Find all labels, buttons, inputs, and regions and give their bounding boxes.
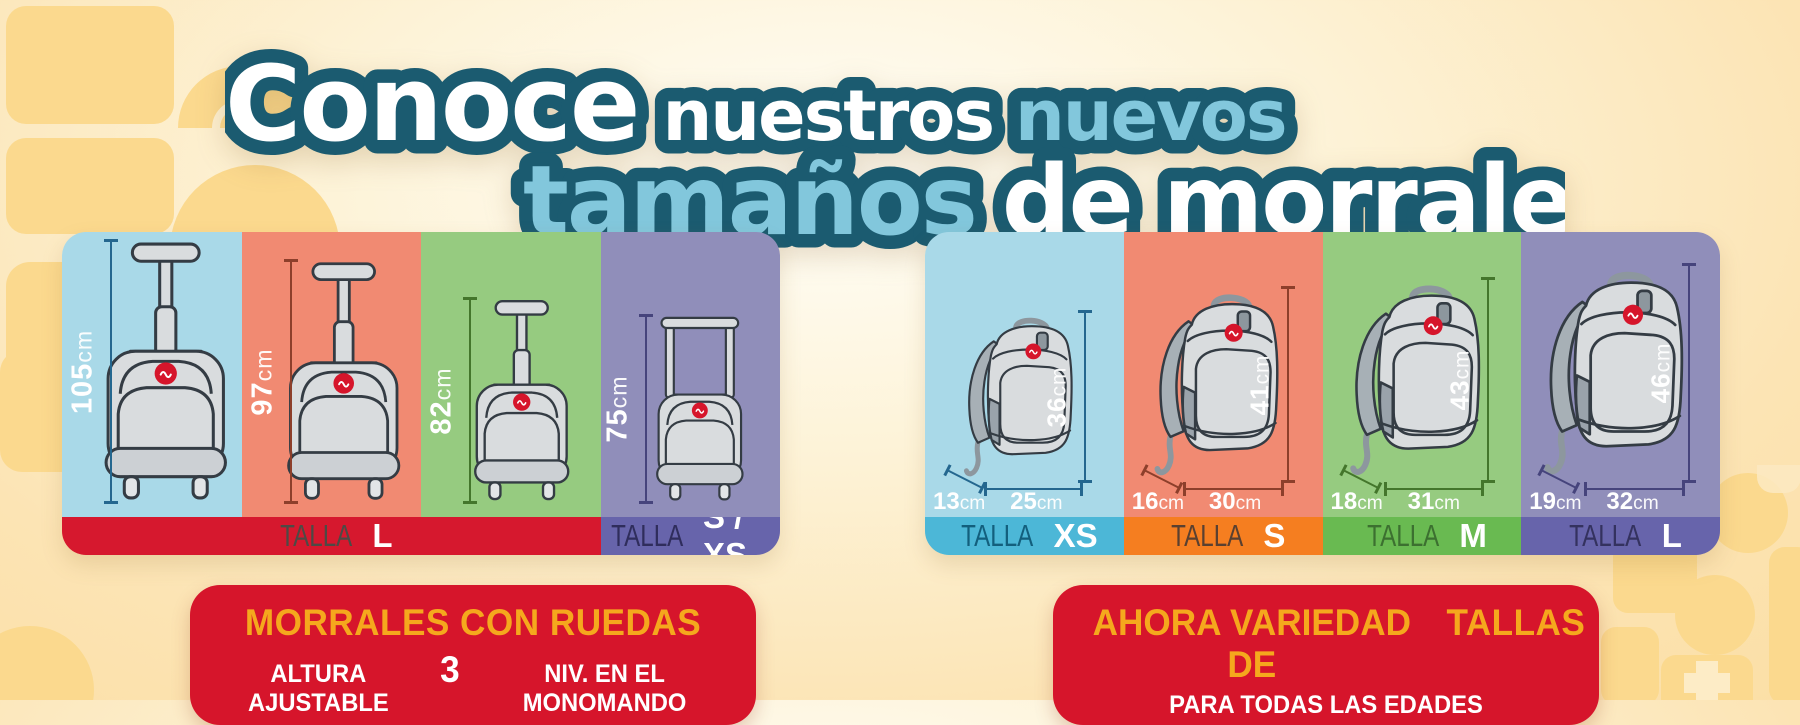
level-count: 3 xyxy=(440,649,460,690)
size-strip-talla-l: TALLA L xyxy=(62,517,601,555)
wheeled-panel-talla-sxs-75: 75cm xyxy=(600,232,780,517)
height-measure-line: 43cm xyxy=(1445,277,1496,483)
talla-label: TALLA xyxy=(1569,518,1642,553)
banner-subtitle: PARA TODAS LAS EDADES xyxy=(1169,691,1483,719)
size-panel-xs: 36cm 25cm 13cm xyxy=(925,232,1124,517)
width-measure-label: 32cm xyxy=(1606,488,1659,515)
title-word-nuevos: nuevos xyxy=(1015,75,1286,157)
corner-decoration-bottom-left xyxy=(0,626,94,700)
talla-label: TALLA xyxy=(1171,518,1244,553)
wheeled-panel-talla-l-105: 105cm xyxy=(62,232,242,517)
talla-label: TALLA xyxy=(610,518,683,553)
trolley-backpack-illustration xyxy=(80,240,252,503)
size-value: L xyxy=(1661,517,1682,554)
height-measure-label: 46cm xyxy=(1645,342,1676,404)
size-strip-xs: TALLA XS xyxy=(925,517,1124,555)
trolley-backpack-illustration xyxy=(454,298,588,503)
height-measure-label: 43cm xyxy=(1444,349,1475,411)
height-measure-line: 82cm xyxy=(426,297,477,504)
depth-measure-label: 18cm xyxy=(1330,488,1383,515)
height-measure-label: 97cm xyxy=(246,347,278,416)
backpack-illustration xyxy=(1521,267,1705,483)
depth-measure-label: 19cm xyxy=(1529,488,1582,515)
banner-title: AHORA VARIEDAD DE TALLAS xyxy=(1092,602,1586,685)
size-panel-s: 41cm 30cm 16cm xyxy=(1123,232,1323,517)
trolley-backpack-illustration xyxy=(264,260,423,503)
height-measure-label: 36cm xyxy=(1041,366,1072,427)
width-measure-line xyxy=(1383,482,1484,496)
size-value: L xyxy=(372,517,393,554)
width-measure-label: 25cm xyxy=(1010,488,1063,515)
banner-subtitle: ALTURA AJUSTABLE 3 NIV. EN EL MONOMANDO xyxy=(247,649,687,717)
height-measure-label: 105cm xyxy=(66,329,99,414)
height-measure-line: 46cm xyxy=(1646,263,1696,483)
depth-measure-label: 16cm xyxy=(1131,488,1185,515)
size-strip-m: TALLA M xyxy=(1322,517,1522,555)
talla-label: TALLA xyxy=(280,518,353,553)
title-word-conoce: Conoce xyxy=(225,43,638,165)
promo-poster: { "title": { "word1": "Conoce", "word2":… xyxy=(0,0,1800,700)
height-measure-line: 105cm xyxy=(67,239,118,504)
size-value: M xyxy=(1459,517,1487,554)
title-word-nuestros: nuestros xyxy=(662,75,993,157)
wheeled-panel-talla-l-82: 82cm xyxy=(421,232,601,517)
height-measure-line: 36cm xyxy=(1041,310,1092,483)
backpack-sizes-panel-group: 36cm 25cm 13cm 41cm 30cm 16cm 43cm 31cm xyxy=(925,232,1720,555)
width-measure-label: 31cm xyxy=(1407,488,1460,515)
wheeled-backpacks-banner: MORRALES CON RUEDAS ALTURA AJUSTABLE 3 NIV… xyxy=(190,585,756,725)
size-strip-l: TALLA L xyxy=(1521,517,1720,555)
width-measure-line xyxy=(984,482,1083,496)
talla-label: TALLA xyxy=(1367,518,1440,553)
talla-label: TALLA xyxy=(961,518,1034,553)
width-measure-line xyxy=(1182,482,1284,496)
height-measure-line: 41cm xyxy=(1244,286,1295,483)
size-variety-banner: AHORA VARIEDAD DE TALLAS PARA TODAS LAS E… xyxy=(1053,585,1599,725)
width-measure-line xyxy=(1584,482,1685,496)
wheeled-panel-talla-l-97: 97cm xyxy=(241,232,423,517)
trolley-backpack-illustration xyxy=(639,315,762,503)
wheeled-backpacks-panel-group: 105cm 97cm 82cm 75cm TALLA L TAL xyxy=(62,232,780,555)
depth-measure-label: 13cm xyxy=(933,488,986,515)
size-value: XS xyxy=(1053,517,1098,554)
height-measure-label: 41cm xyxy=(1244,354,1274,415)
height-measure-label: 75cm xyxy=(601,375,633,443)
banner-title: MORRALES CON RUEDAS xyxy=(244,602,702,643)
width-measure-label: 30cm xyxy=(1208,488,1262,515)
size-strip-talla-s-xs: TALLA S / XS xyxy=(600,498,780,555)
height-measure-line: 75cm xyxy=(601,314,653,504)
size-value: S xyxy=(1263,517,1286,554)
height-measure-line: 97cm xyxy=(246,259,298,504)
size-strip-s: TALLA S xyxy=(1123,517,1323,555)
size-panel-m: 43cm 31cm 18cm xyxy=(1322,232,1522,517)
height-measure-label: 82cm xyxy=(425,366,458,435)
size-panel-l: 46cm 32cm 19cm xyxy=(1521,232,1720,517)
